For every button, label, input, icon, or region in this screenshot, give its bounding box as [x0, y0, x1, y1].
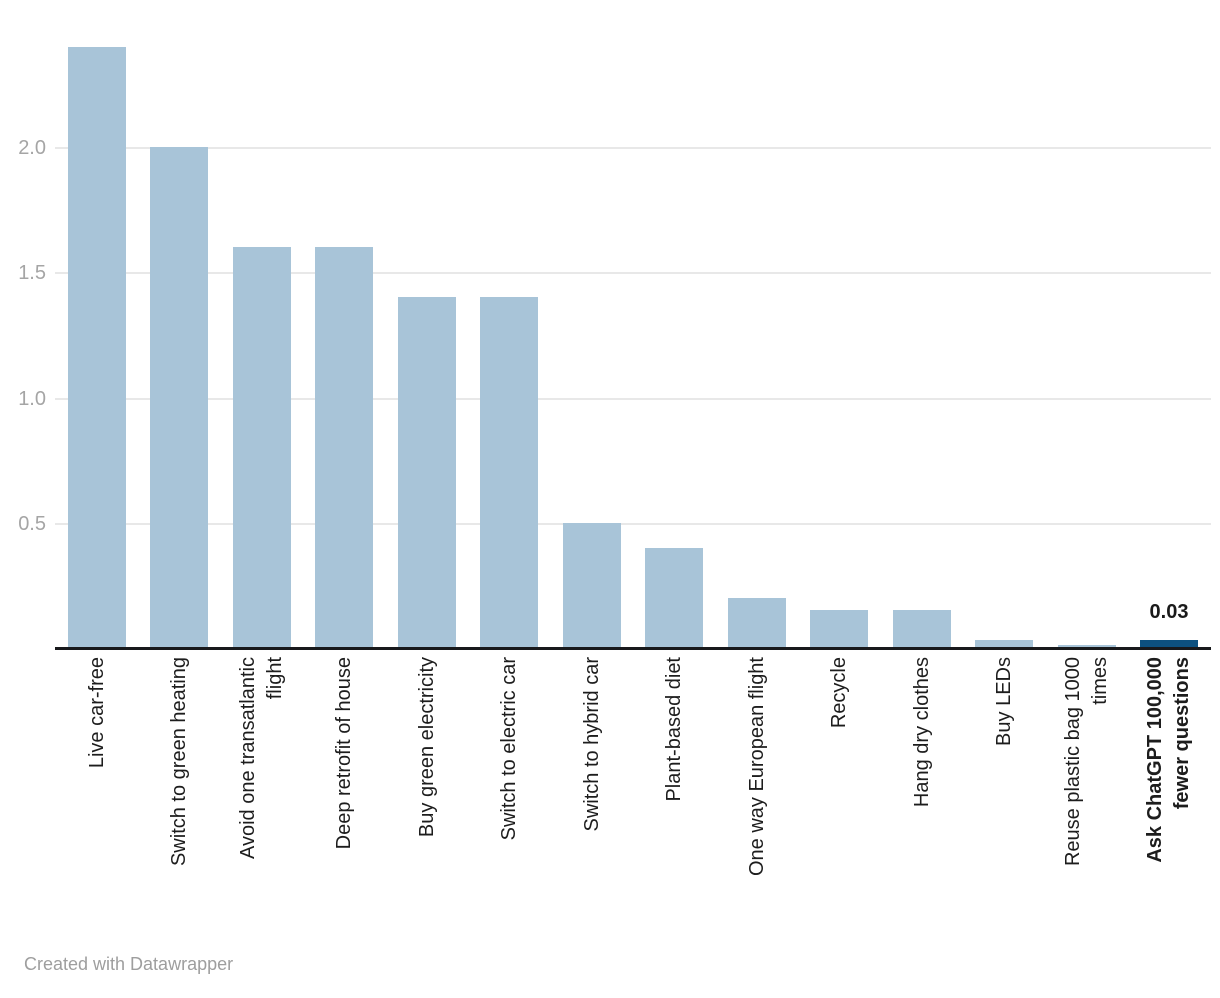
bar	[398, 297, 456, 648]
x-axis-label: Buy green electricity	[415, 657, 438, 838]
bar	[975, 640, 1033, 648]
y-axis-tick-label: 0.5	[18, 513, 46, 535]
bar	[893, 610, 951, 648]
bar	[68, 47, 126, 648]
gridline	[55, 398, 1211, 400]
x-axis-label: One way European flight	[745, 657, 768, 877]
bar	[810, 610, 868, 648]
gridline	[55, 147, 1211, 149]
bar	[728, 598, 786, 648]
bar	[150, 147, 208, 648]
x-axis-label: Hang dry clothes	[910, 657, 933, 808]
x-axis-label: Avoid one transatlantic flight	[237, 657, 286, 859]
datawrapper-credit-link[interactable]: Created with Datawrapper	[24, 954, 234, 974]
x-axis-label: Live car-free	[85, 657, 108, 769]
bar	[1140, 640, 1198, 648]
gridline	[55, 523, 1211, 525]
x-axis-label: Switch to electric car	[497, 657, 520, 841]
x-axis-label: Deep retrofit of house	[332, 657, 355, 850]
x-axis-label: Ask ChatGPT 100,000 fewer questions	[1144, 657, 1193, 863]
bar	[233, 247, 291, 648]
x-axis-label: Reuse plastic bag 1000 times	[1062, 657, 1111, 867]
x-axis-label: Buy LEDs	[992, 657, 1015, 746]
x-axis-label: Switch to green heating	[167, 657, 190, 867]
y-axis-tick-label: 1.5	[18, 262, 46, 284]
gridline	[55, 272, 1211, 274]
value-label: 0.03	[1149, 601, 1189, 623]
x-axis-line	[55, 647, 1211, 650]
x-axis-label: Plant-based diet	[662, 657, 685, 802]
y-axis-tick-label: 1.0	[18, 388, 46, 410]
x-axis-label: Recycle	[827, 657, 850, 729]
bar	[1058, 645, 1116, 648]
bar	[315, 247, 373, 648]
y-axis-tick-label: 2.0	[18, 137, 46, 159]
bar	[480, 297, 538, 648]
x-axis-label: Switch to hybrid car	[580, 657, 603, 832]
bar	[563, 523, 621, 648]
bar	[645, 548, 703, 648]
